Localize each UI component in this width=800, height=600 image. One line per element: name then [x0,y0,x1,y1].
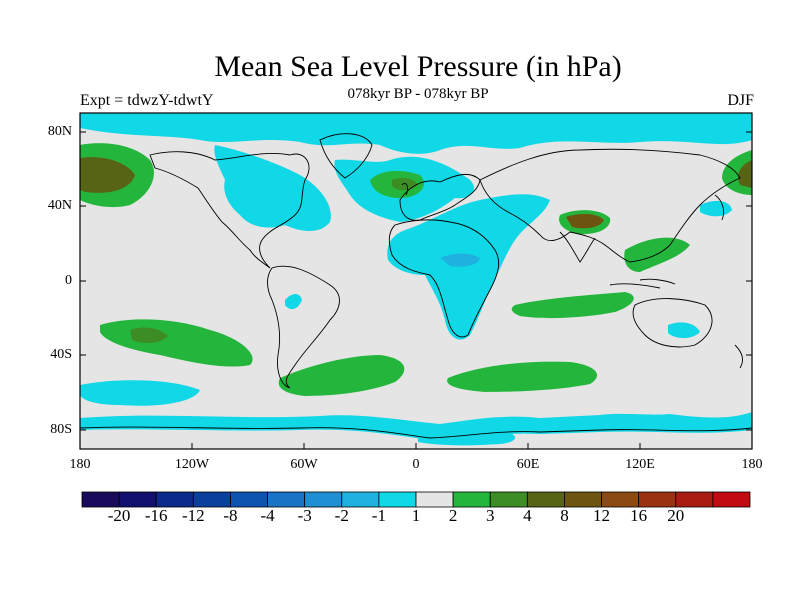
y-tick-label: 80N [47,124,72,139]
colorbar-swatch [415,491,454,508]
anomaly-south-pacific-negative [80,380,200,406]
colorbar-swatch [564,491,602,508]
colorbar-label: 1 [411,506,421,525]
anomaly-africa-negative [387,194,550,340]
colorbar-swatch [230,491,268,508]
anomaly-se-asia-positive [624,237,690,272]
y-tick-label: 0 [65,273,72,288]
x-tick-label: 120E [625,457,655,472]
x-tick-label: 60E [516,457,540,472]
colorbar-label: 8 [560,506,569,525]
colorbar-swatch [675,491,714,508]
colorbar-swatch [378,491,417,508]
colorbar-swatch [601,491,640,508]
anomaly-africa-core [440,253,480,267]
anomaly-north-pacific-core [80,157,135,193]
coastlines [80,133,752,439]
colorbar-label: -2 [334,506,349,525]
y-tick-label: 80S [50,422,72,437]
colorbar-swatch [638,491,677,508]
anomaly-tibet-core [566,213,604,229]
anomaly-indian-ocean-positive [511,292,634,319]
colorbar-label: -3 [297,506,312,525]
colorbar-label: -1 [371,506,386,525]
colorbar-label: -4 [260,506,275,525]
y-tick-label: 40N [47,198,72,213]
colorbar-label: -20 [107,506,131,525]
anomaly-north-america-negative [214,145,331,231]
colorbar [81,491,751,508]
colorbar-swatch [267,491,306,508]
x-tick-label: 180 [69,457,91,472]
anomaly-south-indian-positive [447,361,598,392]
anomaly-antarctic-negative [418,427,515,446]
colorbar-swatch [192,491,231,508]
colorbar-swatch [118,491,157,508]
colorbar-label: 16 [630,506,648,525]
colorbar-label: -16 [144,506,168,525]
colorbar-label: -12 [181,506,205,525]
tick-marks [79,131,753,449]
anomaly-south-atlantic-positive [278,355,405,396]
x-tick-label: 180 [741,457,763,472]
colorbar-swatch [452,491,491,508]
y-tick-label: 40S [50,347,72,362]
x-tick-label: 60W [290,457,318,472]
map-field [80,113,752,449]
anomaly-australia-negative [668,322,700,339]
anomaly-west-pacific-core [738,160,752,188]
experiment-label: Expt = tdwzY-tdwtY [80,92,214,109]
colorbar-label: 4 [523,506,532,525]
colorbar-swatch [526,491,565,508]
colorbar-label: 20 [667,506,685,525]
colorbar-swatch [712,491,751,508]
map-subtitle: 078kyr BP - 078kyr BP [347,86,489,102]
colorbar-label: -8 [223,506,238,525]
colorbar-swatch [489,491,528,508]
colorbar-swatch [341,491,380,508]
anomaly-arctic-negative [80,113,752,154]
anomaly-south-america-negative [285,294,302,310]
colorbar-label: 12 [593,506,611,525]
colorbar-swatch [155,491,194,508]
anomaly-antarctic-neutral [80,429,752,449]
x-tick-label: 120W [174,457,210,472]
x-tick-label: 0 [412,457,420,472]
colorbar-label: 2 [448,506,458,525]
map-title: Mean Sea Level Pressure (in hPa) [214,50,622,83]
season-label: DJF [727,92,754,109]
colorbar-swatch [304,491,343,508]
colorbar-swatch [81,491,120,508]
colorbar-label: 3 [485,506,495,525]
anomaly-south-pacific-core [130,327,168,344]
